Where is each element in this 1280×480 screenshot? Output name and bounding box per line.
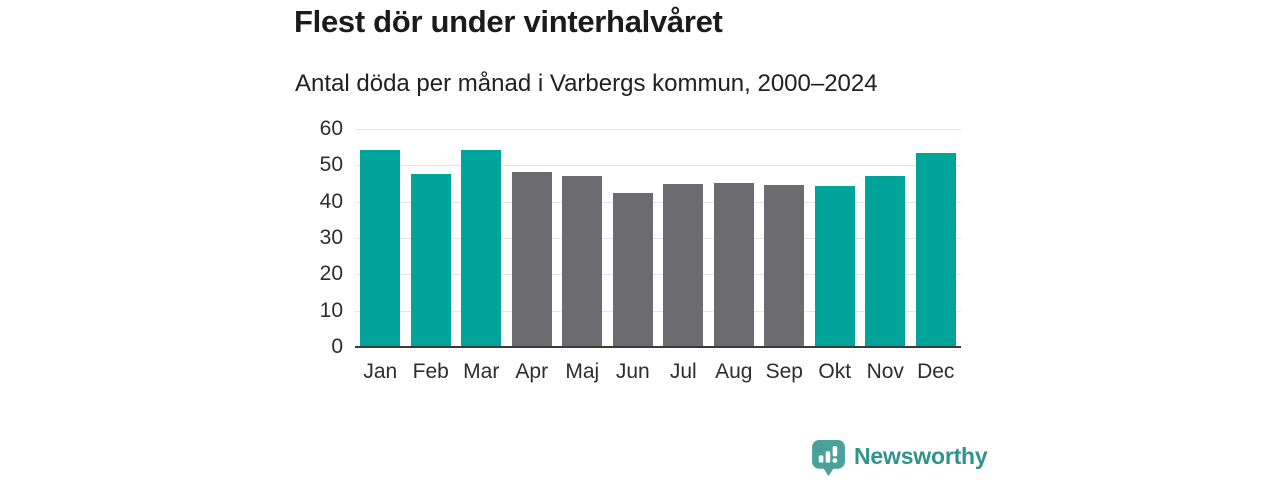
bar-jun xyxy=(612,193,653,347)
x-tick-label-jul: Jul xyxy=(669,360,697,383)
y-tick-label-40: 40 xyxy=(319,189,343,213)
x-tick-label-feb: Feb xyxy=(412,360,449,383)
x-tick-label-jun: Jun xyxy=(615,360,650,383)
chart-subtitle: Antal döda per månad i Varbergs kommun, … xyxy=(295,70,878,97)
bar-aug xyxy=(713,183,754,347)
gridline-20 xyxy=(355,274,961,276)
bar-jul xyxy=(663,183,704,347)
bar-apr xyxy=(511,171,552,347)
newsworthy-logo-text: Newsworthy xyxy=(854,443,988,469)
x-tick-label-dec: Dec xyxy=(917,360,955,383)
x-tick-label-nov: Nov xyxy=(866,360,904,383)
gridline-50 xyxy=(355,165,961,167)
gridline-40 xyxy=(355,201,961,203)
y-tick-label-10: 10 xyxy=(319,298,343,322)
x-axis-line xyxy=(355,346,961,348)
x-tick-label-jan: Jan xyxy=(363,360,398,383)
y-tick-label-30: 30 xyxy=(319,226,343,249)
x-tick-label-okt: Okt xyxy=(818,360,852,383)
gridline-60 xyxy=(355,129,961,130)
newsworthy-logo[interactable]: Newsworthy xyxy=(812,440,988,477)
x-tick-label-mar: Mar xyxy=(463,360,500,383)
y-tick-label-0: 0 xyxy=(331,335,343,358)
x-tick-label-maj: Maj xyxy=(565,360,600,383)
bar-mar xyxy=(461,149,502,347)
bar-maj xyxy=(562,176,603,347)
bar-okt xyxy=(814,186,855,347)
x-tick-label-apr: Apr xyxy=(515,360,549,383)
bar-dec xyxy=(915,153,956,347)
x-tick-label-aug: Aug xyxy=(715,360,753,383)
x-tick-label-sep: Sep xyxy=(765,360,803,383)
y-tick-label-60: 60 xyxy=(319,117,343,140)
gridline-10 xyxy=(355,310,961,312)
bar-sep xyxy=(764,185,805,347)
bar-jan xyxy=(360,150,401,347)
bar-nov xyxy=(865,175,906,347)
newsworthy-logo-icon xyxy=(812,440,845,476)
plot-area: 0 10 20 30 40 50 60 Jan Feb Mar Apr Maj Jun Jul Aug Sep… xyxy=(320,117,961,383)
bar-feb xyxy=(410,174,451,347)
chart-title: Flest dör under vinterhalvåret xyxy=(294,4,723,39)
gridline-30 xyxy=(355,238,961,239)
y-tick-label-50: 50 xyxy=(319,153,343,177)
y-tick-label-20: 20 xyxy=(319,262,343,286)
